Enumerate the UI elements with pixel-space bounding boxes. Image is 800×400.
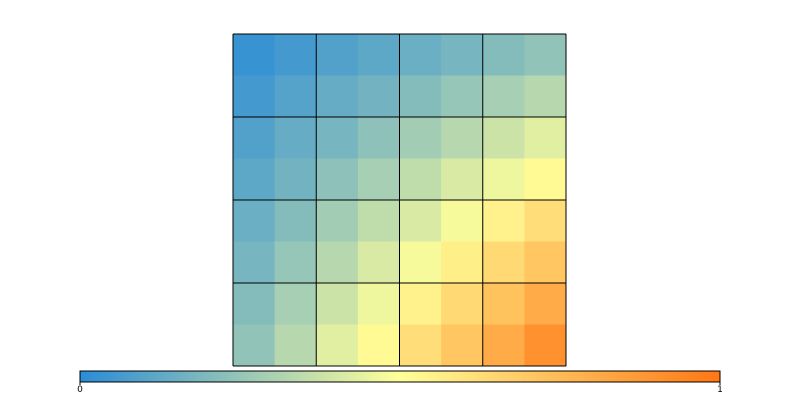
heatmap-cell — [357, 241, 400, 284]
heatmap-cell — [399, 75, 442, 118]
heatmap-cell — [233, 34, 276, 76]
heatmap-cell — [357, 117, 400, 159]
heatmap-cell — [482, 75, 525, 118]
colorbar-tick-label: 0 — [77, 385, 83, 395]
heatmap-cell — [233, 75, 276, 118]
heatmap-cell — [357, 158, 400, 201]
heatmap-cell — [482, 34, 525, 76]
heatmap-cell — [524, 283, 567, 325]
heatmap-cell — [274, 324, 317, 367]
heatmap-cell — [357, 75, 400, 118]
heatmap-cell — [316, 324, 359, 367]
heatmap-cell — [274, 241, 317, 284]
heatmap-cell — [524, 200, 567, 242]
heatmap-cell — [524, 75, 567, 118]
heatmap-cell — [274, 34, 317, 76]
heatmap-cell — [399, 241, 442, 284]
heatmap-cell — [441, 283, 484, 325]
heatmap-cell — [316, 75, 359, 118]
heatmap-cell — [441, 200, 484, 242]
heatmap-cell — [399, 324, 442, 367]
heatmap-cell — [233, 324, 276, 367]
heatmap-cell — [441, 75, 484, 118]
heatmap-cell — [441, 241, 484, 284]
heatmap-cell — [233, 283, 276, 325]
heatmap-cell — [524, 117, 567, 159]
heatmap-cell — [316, 34, 359, 76]
heatmap-cell — [482, 200, 525, 242]
heatmap-cell — [357, 324, 400, 367]
heatmap-cell — [399, 158, 442, 201]
heatmap-cell — [524, 324, 567, 367]
heatmap-cell — [524, 34, 567, 76]
heatmap-cell — [316, 117, 359, 159]
heatmap-cell — [274, 75, 317, 118]
heatmap-cell — [524, 158, 567, 201]
heatmap-cell — [274, 117, 317, 159]
heatmap-cell — [233, 117, 276, 159]
heatmap-cell — [482, 324, 525, 367]
heatmap-cell — [399, 200, 442, 242]
heatmap-cell — [274, 200, 317, 242]
heatmap-cell — [441, 117, 484, 159]
heatmap-cell — [524, 241, 567, 284]
heatmap-cell — [274, 158, 317, 201]
colorbar — [79, 370, 721, 383]
heatmap-cell — [274, 283, 317, 325]
heatmap-cell — [399, 283, 442, 325]
heatmap-cell — [441, 324, 484, 367]
heatmap-cell — [482, 117, 525, 159]
heatmap-cell — [233, 158, 276, 201]
heatmap-cell — [233, 241, 276, 284]
heatmap-cell — [482, 283, 525, 325]
heatmap — [233, 34, 567, 367]
heatmap-cell — [482, 241, 525, 284]
heatmap-cell — [357, 34, 400, 76]
heatmap-cell — [441, 34, 484, 76]
heatmap-cell — [233, 200, 276, 242]
colorbar-tick-label: 1 — [717, 385, 723, 395]
heatmap-cell — [357, 200, 400, 242]
heatmap-cell — [482, 158, 525, 201]
heatmap-cell — [441, 158, 484, 201]
heatmap-cell — [399, 117, 442, 159]
heatmap-cell — [316, 200, 359, 242]
heatmap-cell — [316, 241, 359, 284]
heatmap-cell — [357, 283, 400, 325]
heatmap-cell — [316, 283, 359, 325]
heatmap-cell — [316, 158, 359, 201]
heatmap-cell — [399, 34, 442, 76]
